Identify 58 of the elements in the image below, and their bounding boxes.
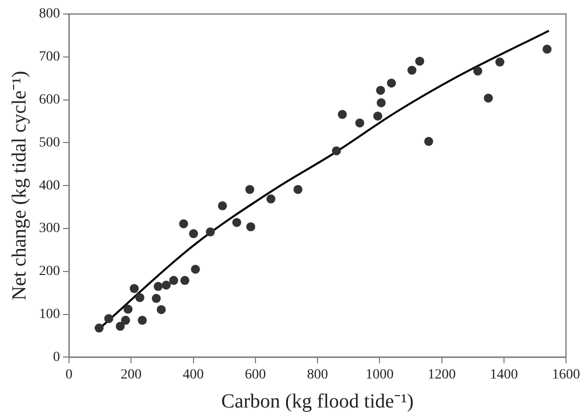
point <box>407 66 416 75</box>
point <box>189 229 198 238</box>
point <box>156 305 166 314</box>
point <box>162 280 171 290</box>
y-tick-label: 200 <box>39 264 60 280</box>
point <box>386 78 396 88</box>
point <box>424 136 434 146</box>
point <box>355 118 364 128</box>
y-tick-label: 300 <box>39 221 60 236</box>
point <box>232 218 242 227</box>
point <box>484 94 493 103</box>
point <box>376 86 386 95</box>
y-tick-label: 500 <box>39 135 60 150</box>
point <box>135 293 144 302</box>
point <box>218 201 227 210</box>
point <box>495 58 504 67</box>
x-tick-label: 400 <box>182 367 204 382</box>
point <box>293 184 302 194</box>
point <box>245 184 254 194</box>
x-tick-label: 1000 <box>366 367 394 382</box>
x-tick-label: 200 <box>120 367 142 382</box>
x-axis-title: Carbon (kg flood tide⁻¹) <box>221 390 414 412</box>
point <box>116 322 125 331</box>
point <box>338 110 347 119</box>
point <box>169 276 178 285</box>
point <box>180 276 190 285</box>
x-tick-label: 1400 <box>490 367 518 382</box>
x-tick-label: 600 <box>244 367 266 382</box>
point <box>373 112 382 121</box>
point <box>130 284 139 294</box>
x-tick-label: 1200 <box>428 367 456 382</box>
point <box>94 324 104 333</box>
point <box>124 304 133 314</box>
point <box>179 219 188 228</box>
y-tick-label: 800 <box>39 6 60 22</box>
y-axis-title: Net change (kg tidal cycle⁻¹) <box>8 70 30 300</box>
point <box>266 194 276 204</box>
y-tick-label: 100 <box>39 306 60 322</box>
y-tick-label: 700 <box>39 50 60 65</box>
point <box>473 66 482 76</box>
point <box>206 227 215 236</box>
point <box>190 264 200 274</box>
point <box>332 146 341 156</box>
point <box>154 282 163 291</box>
point <box>152 294 161 303</box>
point <box>415 56 424 66</box>
point <box>246 222 256 232</box>
x-tick-label: 800 <box>307 367 328 382</box>
x-tick-label: 0 <box>66 367 72 382</box>
y-tick-label: 400 <box>39 178 60 194</box>
point <box>104 314 114 324</box>
x-tick-label: 1600 <box>552 367 580 382</box>
point <box>121 316 130 325</box>
point <box>376 98 386 108</box>
y-tick-label: 600 <box>39 92 60 108</box>
point <box>542 44 552 54</box>
y-tick-label: 0 <box>53 350 60 365</box>
point <box>138 316 147 325</box>
